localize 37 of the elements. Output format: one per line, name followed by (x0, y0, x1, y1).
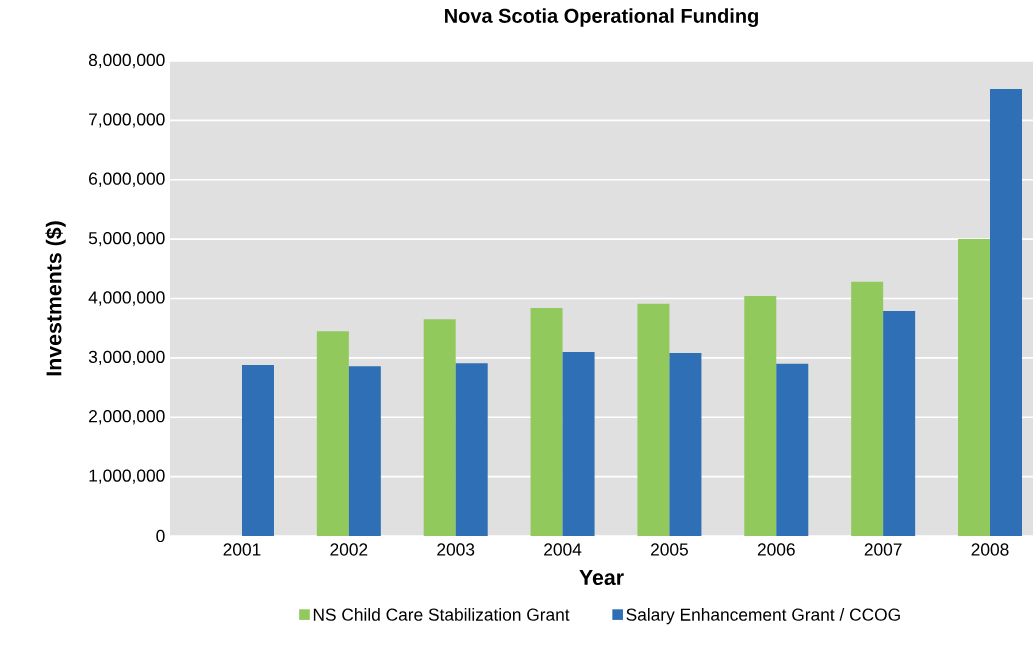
x-tick-label: 2008 (971, 543, 1009, 556)
y-tick-label: 3,000,000 (88, 350, 165, 366)
x-tick-label: 2007 (864, 543, 902, 556)
bar (562, 351, 595, 536)
y-tick-label: 8,000,000 (88, 53, 165, 69)
bar (316, 331, 349, 536)
bar (241, 364, 274, 536)
bar (990, 88, 1023, 536)
y-tick-label: 6,000,000 (89, 172, 165, 187)
x-axis-title: Year (579, 570, 624, 586)
y-tick-label: 0 (156, 529, 165, 543)
bar (423, 319, 456, 536)
x-tick-label: 2006 (757, 543, 795, 556)
bar (637, 303, 670, 536)
bar (883, 310, 916, 536)
legend-label: NS Child Care Stabilization Grant (313, 608, 570, 621)
bar (669, 353, 702, 536)
y-tick-label: 1,000,000 (89, 469, 165, 484)
x-tick-label: 2003 (437, 543, 475, 556)
bar (744, 296, 777, 536)
bar (348, 366, 381, 536)
bar (530, 307, 563, 536)
y-tick-label: 2,000,000 (89, 410, 165, 425)
x-tick-label: 2002 (330, 543, 368, 556)
x-tick-label: 2005 (651, 543, 688, 556)
x-tick-label: 2004 (544, 543, 582, 556)
y-axis-title: Investments ($) (45, 221, 66, 376)
bar (455, 363, 488, 536)
y-tick-label: 7,000,000 (89, 113, 165, 128)
chart-title: Nova Scotia Operational Funding (445, 8, 758, 27)
x-tick-label: 2001 (223, 543, 261, 556)
bar (958, 239, 991, 536)
y-tick-label: 5,000,000 (88, 231, 165, 247)
bar (776, 363, 809, 536)
bar (851, 281, 884, 536)
legend-label: Salary Enhancement Grant / CCOG (626, 608, 900, 625)
y-tick-label: 4,000,000 (88, 291, 165, 306)
